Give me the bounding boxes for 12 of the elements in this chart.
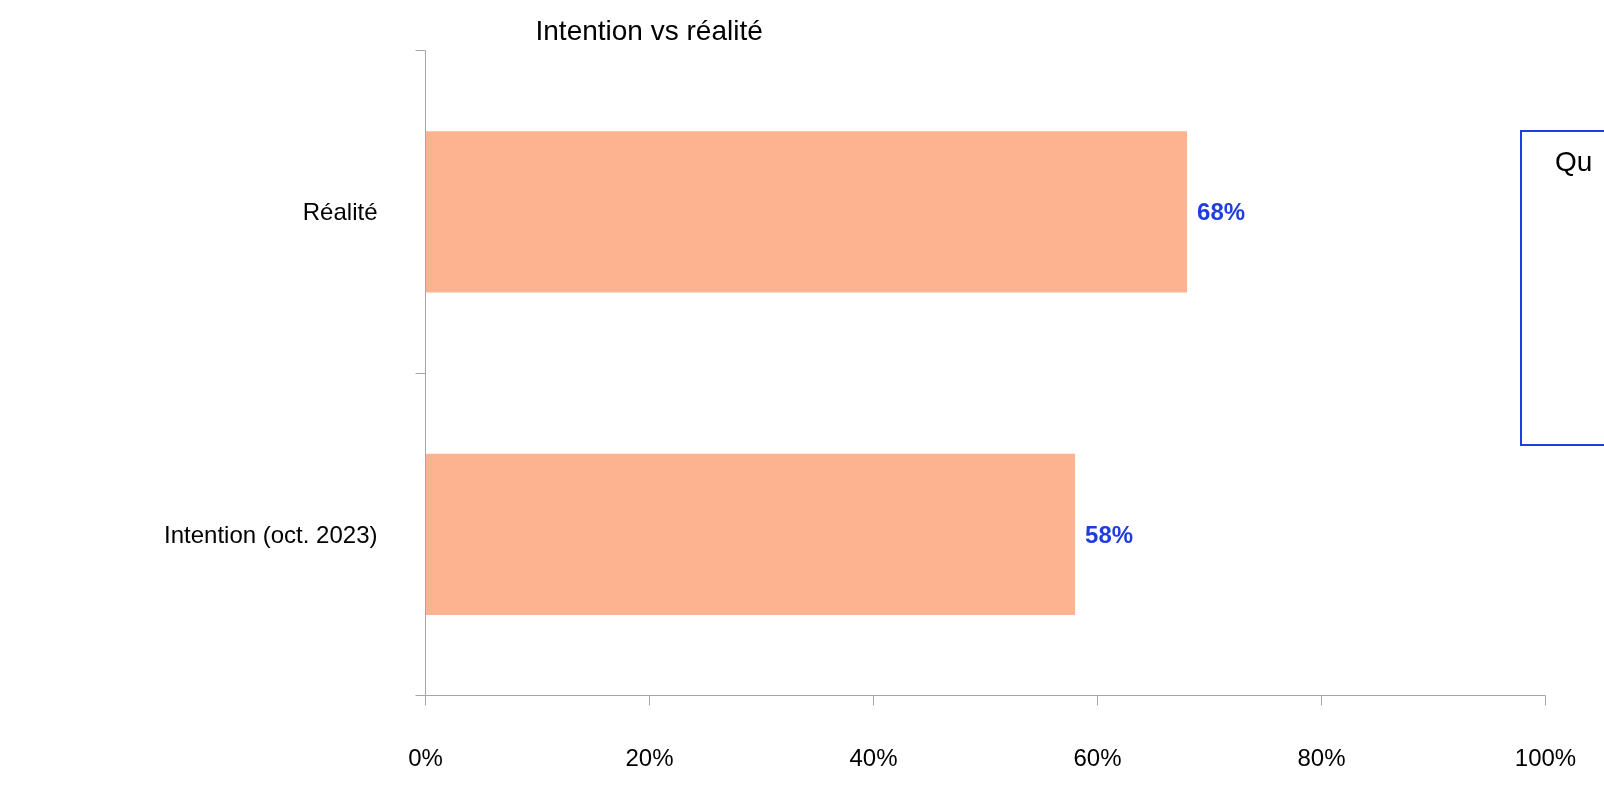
x-tick-label: 0% [408,743,443,771]
x-tick-label: 40% [849,743,898,771]
chart-title: Intention vs réalité [535,14,763,46]
x-tick-label: 80% [1297,743,1346,771]
data-label: 68% [1197,198,1246,226]
x-tick-label: 20% [625,743,674,771]
y-tick-label: Intention (oct. 2023) [164,520,378,548]
y-tick-label: Réalité [302,198,378,226]
data-label: 58% [1085,520,1134,548]
x-tick-label: 60% [1073,743,1122,771]
text: Qu [1555,145,1593,179]
x-tick-label: 100% [1514,743,1577,771]
